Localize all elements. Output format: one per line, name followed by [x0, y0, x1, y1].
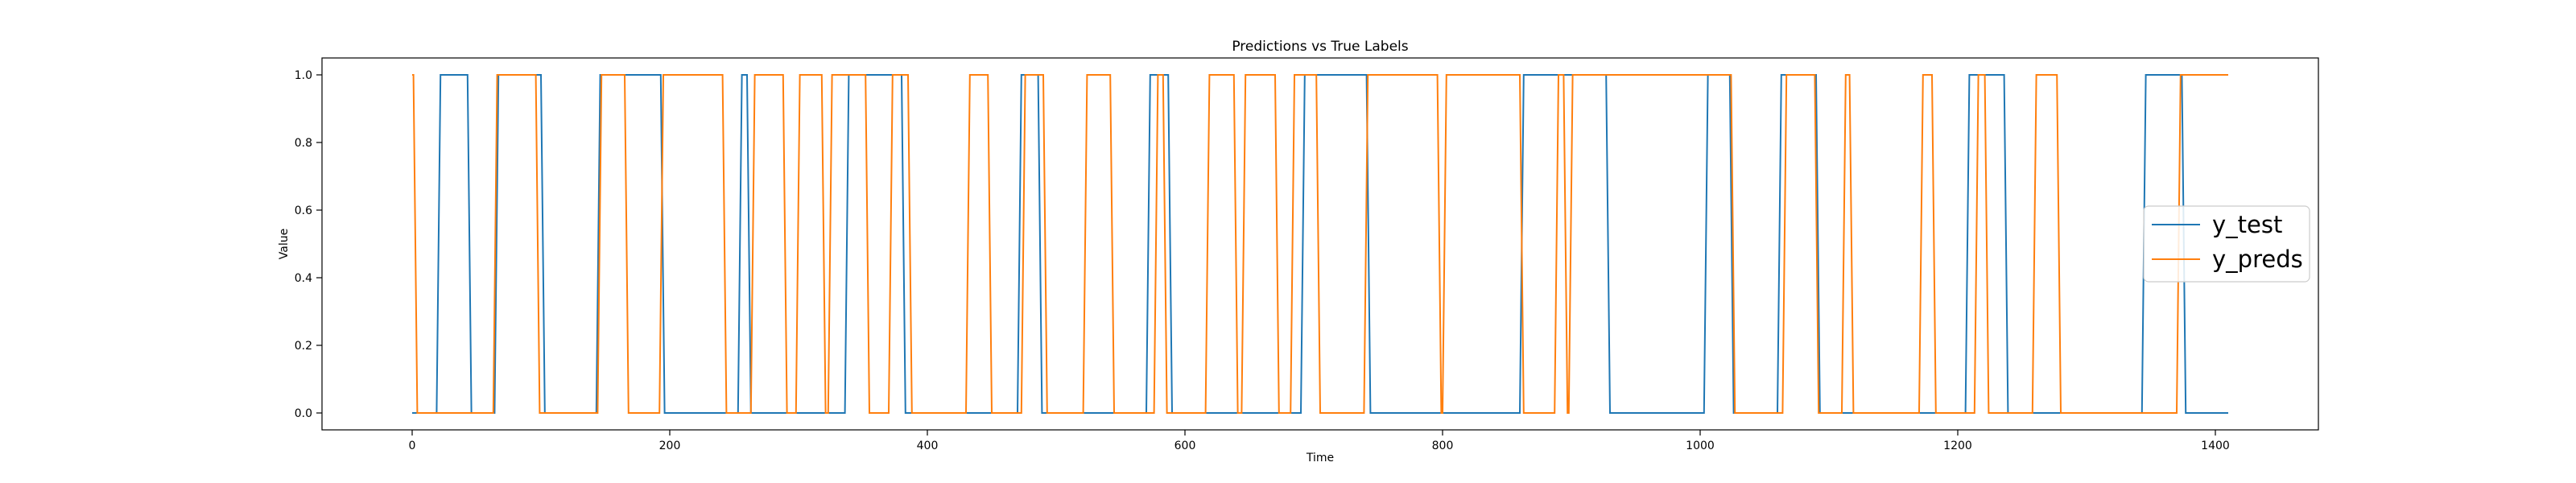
x-tick-label: 1000	[1686, 440, 1715, 452]
x-tick-label: 600	[1174, 440, 1196, 452]
x-tick-label: 0	[409, 440, 416, 452]
series-layer	[412, 74, 2228, 414]
legend-label-y-test: y_test	[2212, 211, 2282, 238]
y-tick-label: 1.0	[295, 69, 312, 82]
y-axis-label: Value	[278, 229, 291, 259]
x-tick-label: 200	[659, 440, 681, 452]
chart-title: Predictions vs True Labels	[1232, 39, 1408, 55]
plot-area-frame	[321, 57, 2319, 431]
x-tick-label: 800	[1432, 440, 1454, 452]
y-tick-label: 0.6	[295, 204, 312, 217]
x-tick-label: 400	[917, 440, 939, 452]
ticks-layer: 0 200 400 600 800 1000 1200 1400 0.0 0.2 0.4 0.6 0.8…	[295, 69, 2230, 452]
y-tick-label: 0.8	[295, 137, 312, 150]
legend: y_test y_preds	[2143, 205, 2310, 283]
y-tick-label: 0.2	[295, 340, 312, 353]
y-tick-label: 0.0	[295, 407, 312, 420]
y-tick-label: 0.4	[295, 272, 312, 285]
x-tick-label: 1200	[1943, 440, 1972, 452]
x-tick-label: 1400	[2201, 440, 2230, 452]
legend-label-y-preds: y_preds	[2212, 246, 2303, 273]
series-line-y-preds	[412, 74, 2228, 414]
x-axis-label: Time	[1306, 452, 1334, 464]
